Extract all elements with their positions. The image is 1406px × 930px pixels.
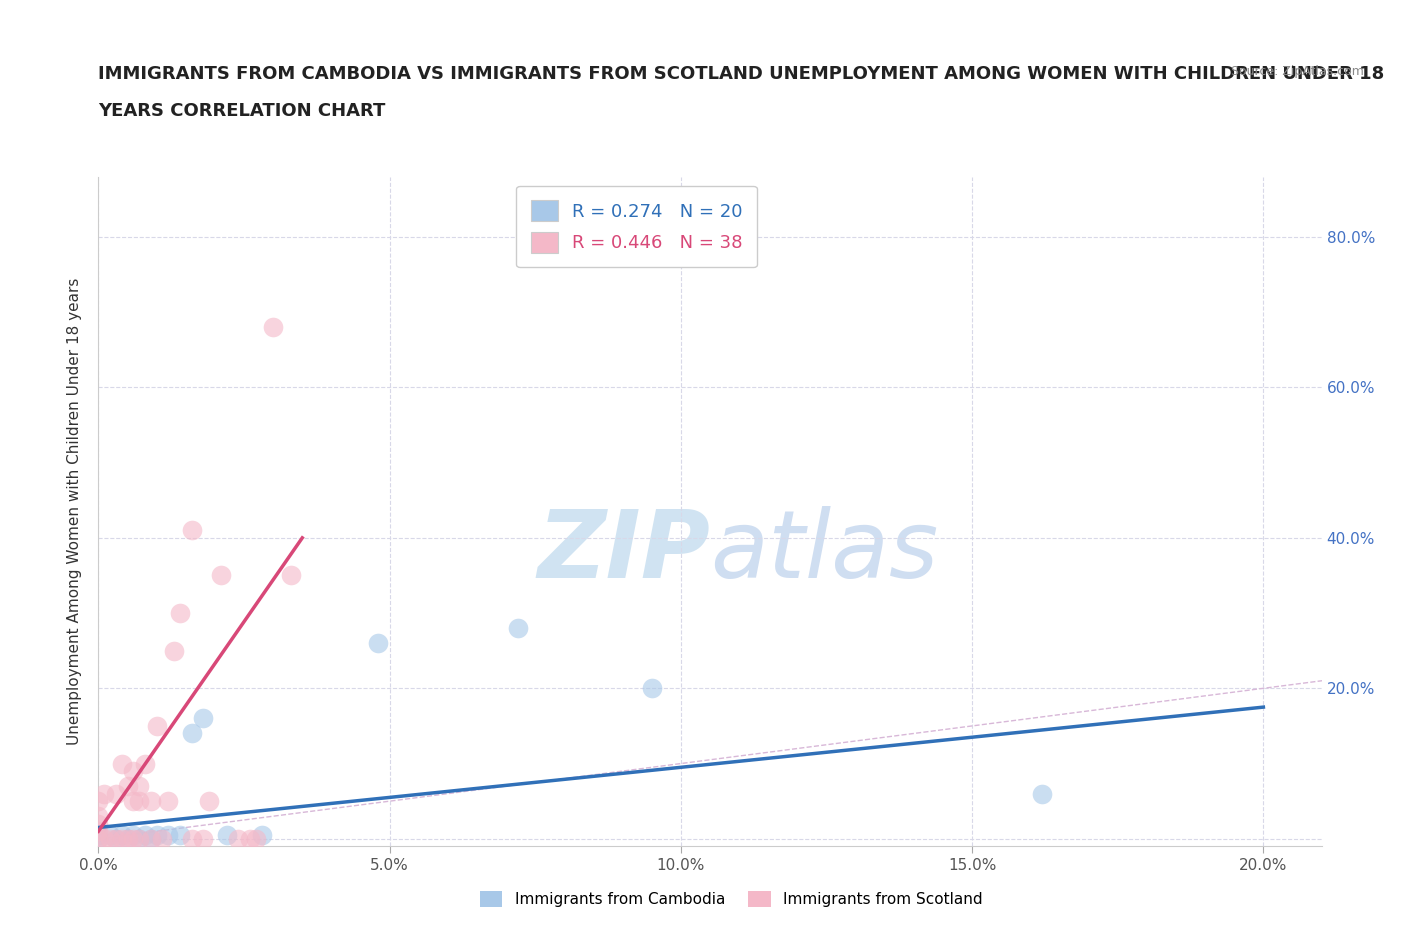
Text: atlas: atlas (710, 506, 938, 597)
Point (117, 778, 139, 793)
Point (104, 831, 127, 846)
Point (87, 824, 110, 839)
Point (215, 828, 238, 843)
Point (122, 764, 145, 778)
Point (226, 831, 249, 846)
Point (122, 831, 145, 846)
Point (367, 636, 389, 651)
Point (128, 793, 150, 808)
Point (93, 786, 115, 801)
Point (128, 831, 150, 846)
Point (157, 828, 180, 843)
Point (209, 568, 232, 583)
Point (641, 681, 664, 696)
Point (87, 831, 110, 846)
Point (245, 831, 267, 846)
Point (145, 828, 167, 843)
Point (180, 726, 202, 741)
Point (104, 831, 127, 846)
Point (163, 644, 186, 658)
Point (122, 828, 145, 843)
Point (128, 778, 150, 793)
Point (193, 711, 215, 725)
Point (180, 523, 202, 538)
Point (87, 817, 110, 831)
Point (1031, 786, 1053, 801)
Legend: R = 0.274   N = 20, R = 0.446   N = 38: R = 0.274 N = 20, R = 0.446 N = 38 (516, 186, 756, 267)
Point (122, 793, 145, 808)
Point (87, 793, 110, 808)
Point (87, 828, 110, 843)
Point (134, 756, 156, 771)
Point (139, 793, 162, 808)
Point (198, 793, 221, 808)
Point (128, 831, 150, 846)
Point (280, 568, 302, 583)
Point (111, 756, 134, 771)
Y-axis label: Unemployment Among Women with Children Under 18 years: Unemployment Among Women with Children U… (67, 278, 83, 745)
Point (169, 828, 191, 843)
Point (93, 831, 115, 846)
Point (169, 605, 191, 620)
Point (87, 831, 110, 846)
Point (157, 793, 180, 808)
Point (262, 320, 284, 335)
Legend: Immigrants from Cambodia, Immigrants from Scotland: Immigrants from Cambodia, Immigrants fro… (474, 884, 988, 913)
Point (117, 831, 139, 846)
Point (139, 831, 162, 846)
Point (87, 809, 110, 824)
Text: IMMIGRANTS FROM CAMBODIA VS IMMIGRANTS FROM SCOTLAND UNEMPLOYMENT AMONG WOMEN WI: IMMIGRANTS FROM CAMBODIA VS IMMIGRANTS F… (98, 65, 1385, 83)
Point (134, 828, 156, 843)
Point (152, 831, 174, 846)
Point (239, 831, 262, 846)
Point (139, 831, 162, 846)
Point (104, 786, 127, 801)
Point (98, 831, 121, 846)
Point (111, 828, 134, 843)
Point (145, 719, 167, 734)
Point (117, 831, 139, 846)
Point (180, 831, 202, 846)
Text: YEARS CORRELATION CHART: YEARS CORRELATION CHART (98, 102, 385, 120)
Point (250, 828, 273, 843)
Point (506, 620, 529, 635)
Text: ZIP: ZIP (537, 506, 710, 598)
Point (111, 831, 134, 846)
Point (193, 831, 215, 846)
Point (98, 828, 121, 843)
Text: Source: ZipAtlas.com: Source: ZipAtlas.com (1230, 65, 1364, 78)
